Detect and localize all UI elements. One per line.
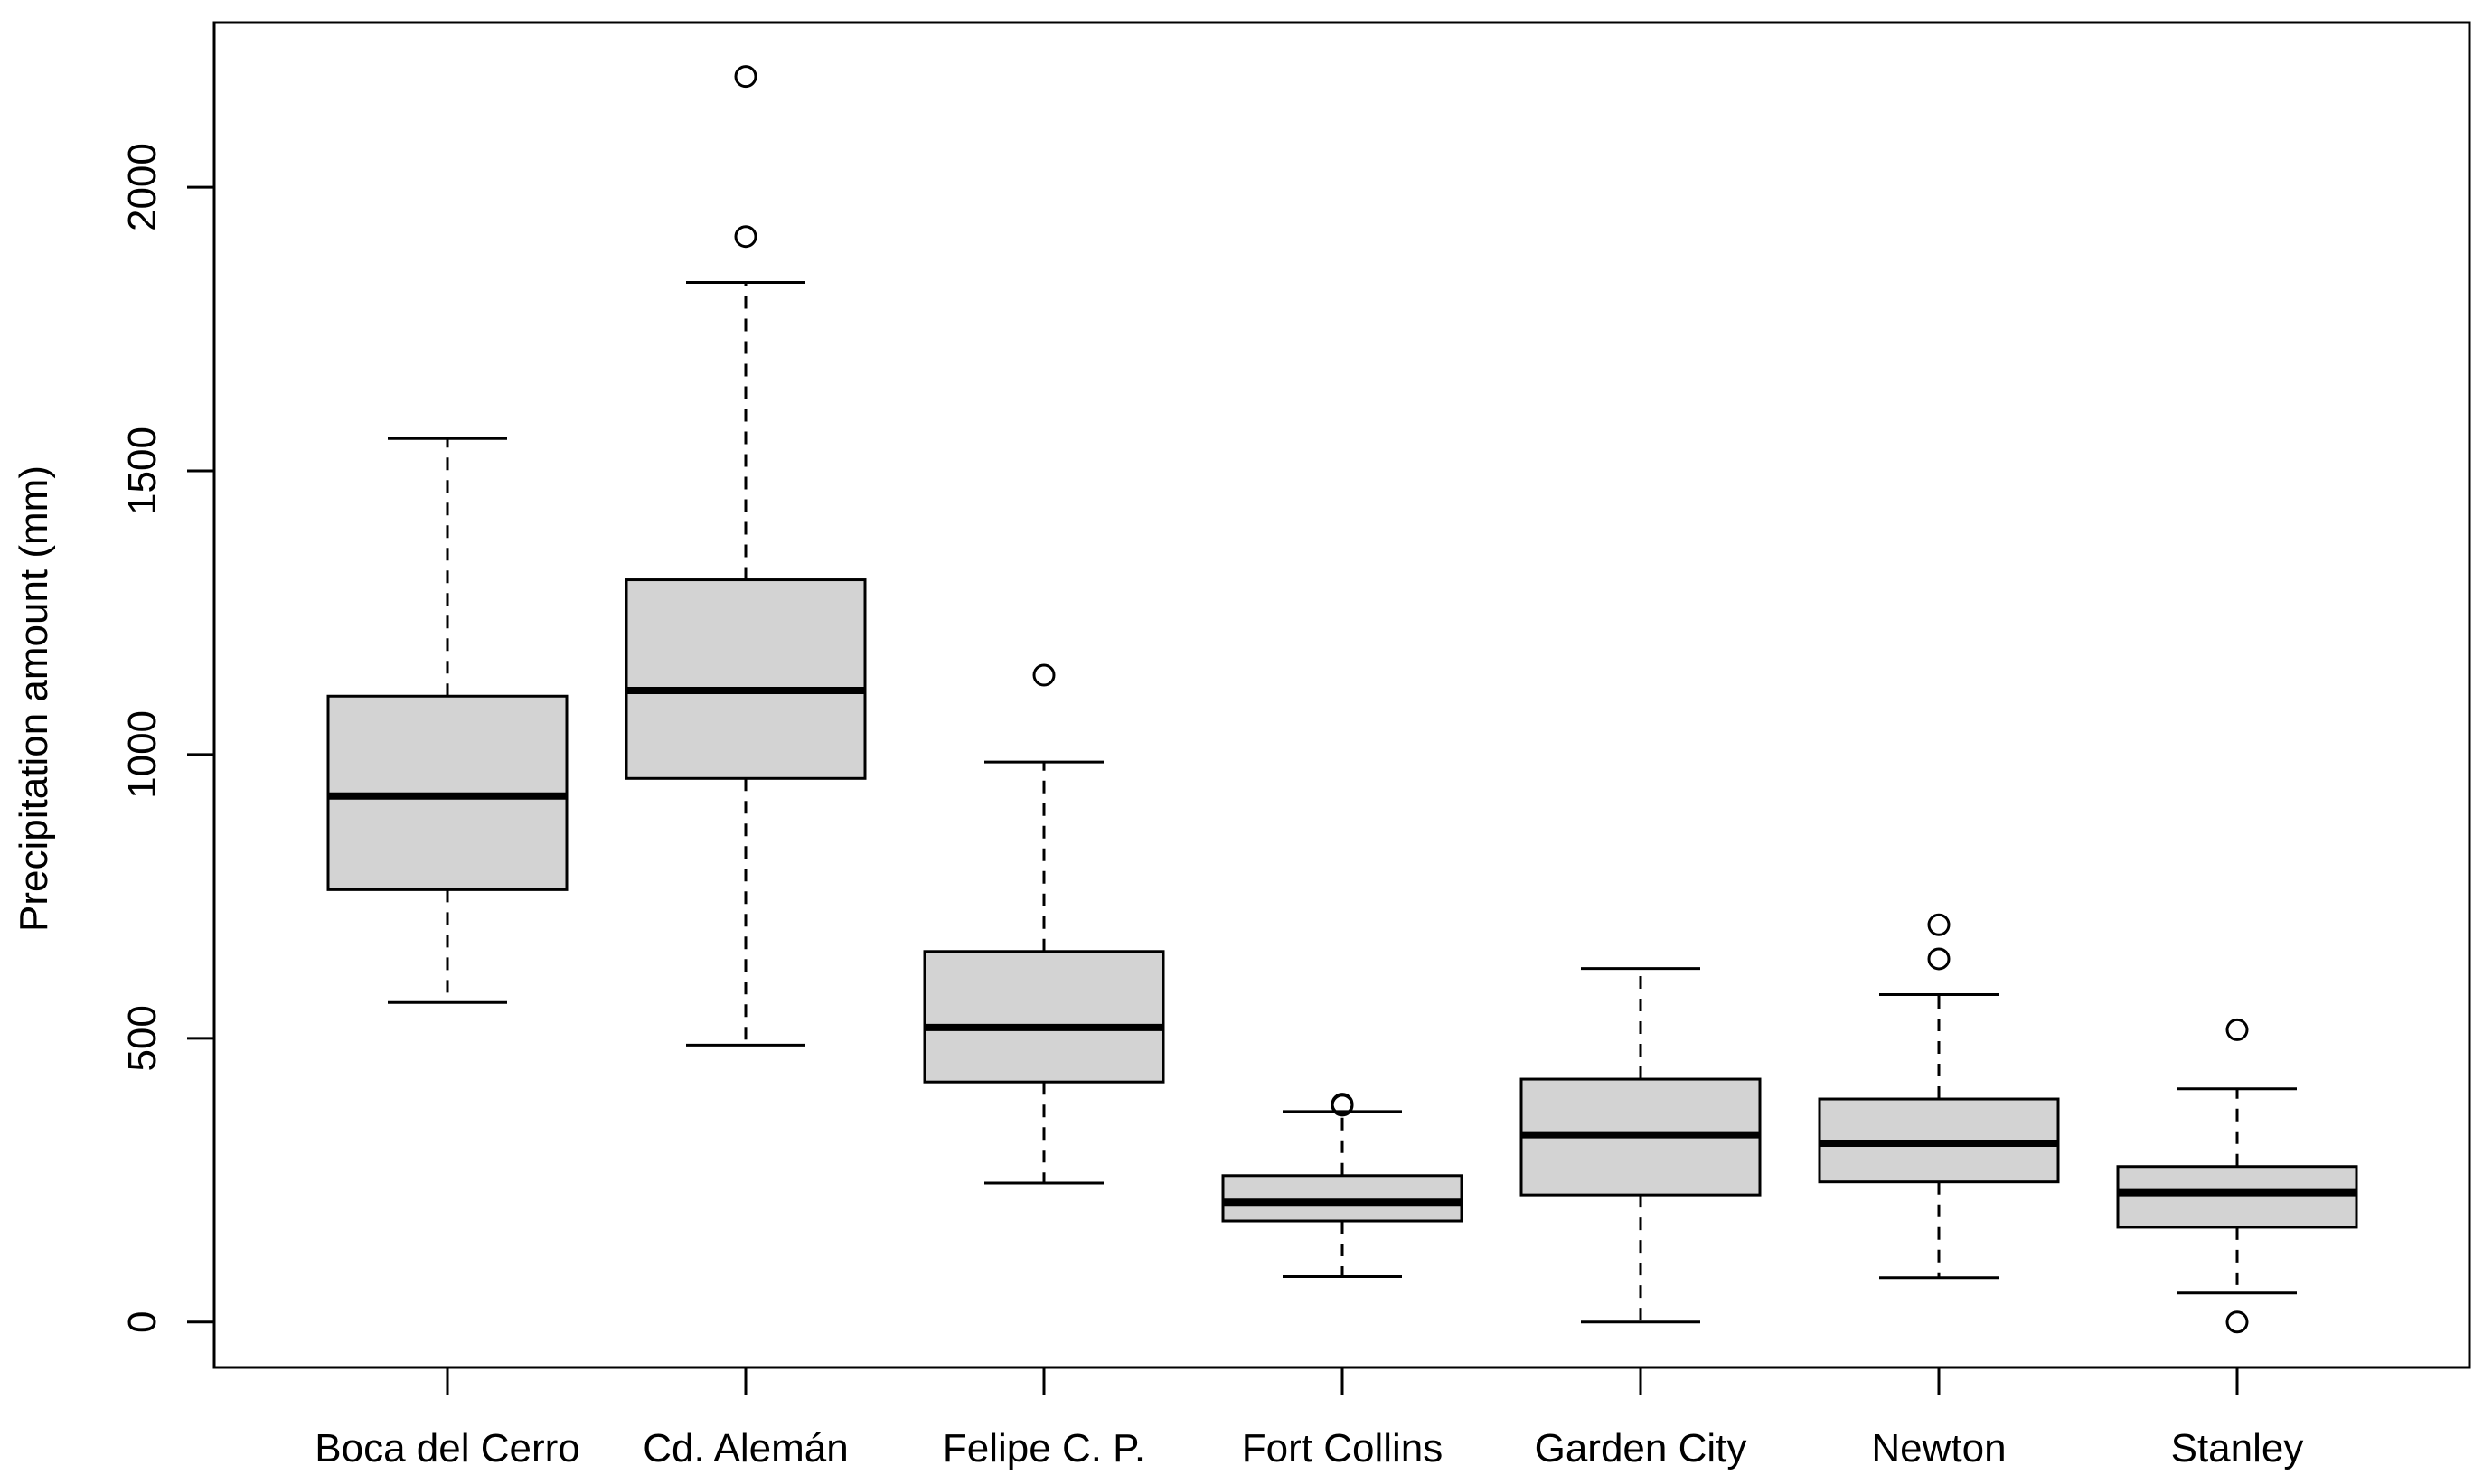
outlier-point xyxy=(734,225,757,249)
iqr-box xyxy=(625,578,867,780)
outlier-point xyxy=(1331,1093,1354,1116)
x-tick-label: Boca del Cerro xyxy=(315,1426,579,1470)
outlier-point xyxy=(2225,1018,2249,1041)
outlier-point xyxy=(1032,663,1056,687)
box-stanley xyxy=(2116,1018,2358,1334)
x-tick-label: Cd. Alemán xyxy=(643,1426,848,1470)
outlier-point xyxy=(1927,947,1951,971)
box-cd-alem-n xyxy=(625,65,867,1047)
iqr-box xyxy=(2116,1165,2358,1229)
boxes-group xyxy=(326,65,2358,1334)
outlier-point xyxy=(2225,1310,2249,1334)
iqr-box xyxy=(923,950,1165,1084)
x-tick-label: Newton xyxy=(1871,1426,2006,1470)
x-tick-label: Garden City xyxy=(1535,1426,1747,1470)
y-axis: 0 500 1000 1500 2000 xyxy=(120,143,216,1333)
box-fort-collins xyxy=(1221,1093,1463,1279)
box-boca-del-cerro xyxy=(326,437,569,1004)
y-tick-label: 1500 xyxy=(120,427,165,515)
x-tick-label: Stanley xyxy=(2171,1426,2304,1470)
y-axis-label: Precipitation amount (mm) xyxy=(12,465,56,932)
outlier-point xyxy=(734,65,757,89)
y-tick-label: 1000 xyxy=(120,710,165,799)
box-garden-city xyxy=(1519,967,1762,1324)
iqr-box xyxy=(1221,1174,1463,1223)
x-tick-label: Felipe C. P. xyxy=(943,1426,1145,1470)
x-tick-label: Fort Collins xyxy=(1242,1426,1444,1470)
box-newton xyxy=(1818,913,2060,1280)
x-axis: Boca del Cerro Cd. Alemán Felipe C. P. Fort… xyxy=(315,1366,2304,1470)
y-tick-label: 0 xyxy=(120,1311,165,1333)
y-tick-label: 2000 xyxy=(120,143,165,231)
outlier-point xyxy=(1927,913,1951,936)
box-felipe-c-p- xyxy=(923,663,1165,1185)
y-tick-label: 500 xyxy=(120,1005,165,1071)
